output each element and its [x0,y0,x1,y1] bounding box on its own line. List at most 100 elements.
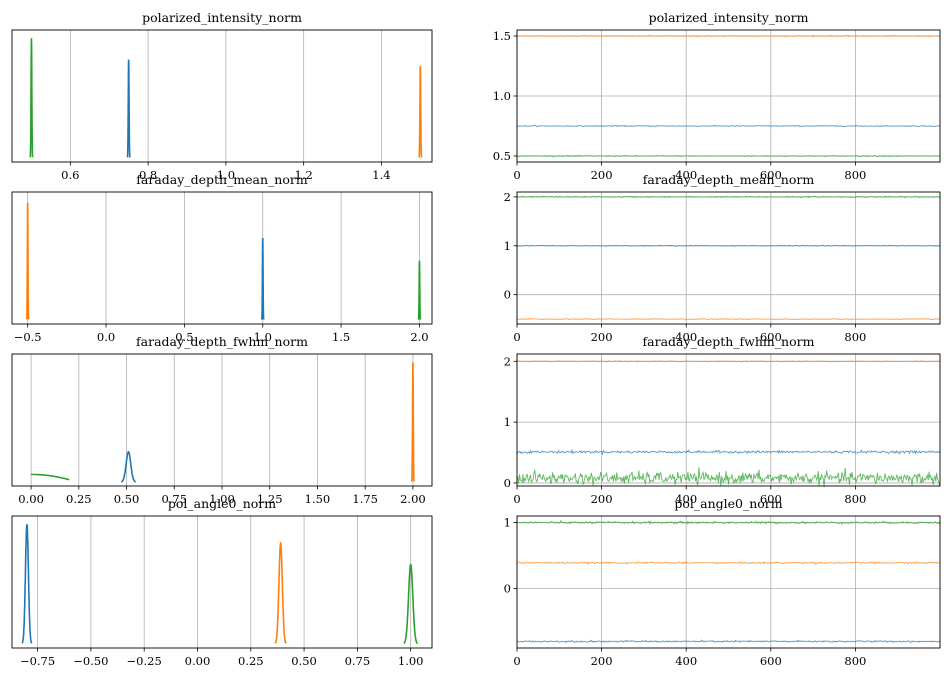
density-curve-1 [25,202,30,320]
subplot-title: polarized_intensity_norm [142,10,302,25]
x-tick-label: 0.50 [291,654,317,668]
y-tick-label: 1.0 [493,89,511,103]
subplot-3: −0.5 0.0 0.5 1.0 1.5 2.0 faraday_depth_mean_no… [11,172,433,344]
x-tick-label: 1.25 [257,492,283,506]
x-tick-label: 0.25 [66,492,92,506]
x-tick-label: 1.50 [305,492,331,506]
subplot-8: 0 200 400 600 800 0 1 pol_angle0_norm [504,496,941,668]
x-tick-label: 200 [591,654,613,668]
y-tick-label: 2 [504,354,511,368]
subplot-title: pol_angle0_norm [168,496,276,511]
trace-line-1 [516,34,940,38]
x-tick-label: 200 [591,330,613,344]
trace-line-2 [516,124,941,128]
x-tick-label: 600 [760,492,782,506]
x-tick-label: −0.5 [14,330,42,344]
y-tick-label: 0 [504,288,511,302]
x-tick-label: 2.0 [410,330,428,344]
x-tick-label: 400 [675,492,697,506]
axes-frame [516,353,941,487]
density-curve-1 [21,524,33,644]
x-tick-label: −0.50 [73,654,108,668]
x-tick-label: 0 [513,492,520,506]
trace-line-1 [516,519,941,526]
density-curve-2 [261,237,265,321]
density-curve-2 [274,541,287,644]
x-tick-label: 0.5 [175,330,193,344]
axes-frame [11,29,433,163]
x-tick-label: 0 [513,168,520,182]
x-tick-label: 800 [844,168,866,182]
density-curve-3 [403,563,419,645]
x-tick-label: 400 [675,330,697,344]
trace-line-3 [516,467,941,488]
subplot-2: 0 200 400 600 800 0.5 1.0 1.5 polarized_intensit… [493,10,941,182]
x-tick-label: 1.00 [209,492,235,506]
trace-line-2 [516,244,941,248]
density-curve-2 [126,59,131,158]
subplot-title: pol_angle0_norm [674,496,782,511]
x-tick-label: 0.00 [185,654,211,668]
x-tick-label: 1.0 [217,168,235,182]
x-tick-label: 1.75 [352,492,378,506]
trace-line-3 [517,639,941,644]
y-tick-label: 1 [504,516,511,530]
x-tick-label: 1.00 [398,654,424,668]
x-tick-label: 1.5 [332,330,350,344]
axes-frame [11,515,433,649]
x-tick-label: −0.25 [127,654,162,668]
x-tick-label: 2.00 [400,492,426,506]
x-tick-label: 0.50 [114,492,140,506]
x-tick-label: 0.6 [61,168,79,182]
x-tick-label: 0.00 [18,492,44,506]
x-tick-label: 400 [675,654,697,668]
x-tick-label: 0 [513,654,520,668]
density-curve-3 [410,362,415,482]
x-tick-label: 800 [844,330,866,344]
x-tick-label: −0.75 [20,654,55,668]
x-tick-label: 1.2 [295,168,313,182]
x-tick-label: 800 [844,492,866,506]
x-tick-label: 600 [760,168,782,182]
y-tick-label: 0.5 [493,149,511,163]
trace-line-2 [516,560,941,566]
y-tick-label: 2 [504,190,511,204]
subplot-4: 0 200 400 600 800 0 1 2 faraday_depth_mean_norm [504,172,941,344]
y-tick-label: 1.5 [493,29,511,43]
y-tick-label: 1 [504,415,511,429]
subplot-title: polarized_intensity_norm [649,10,809,25]
subplot-1: 0.6 0.8 1.0 1.2 1.4 polarized_intensity_norm [11,10,433,182]
trace-line-3 [516,154,941,158]
subplot-title: faraday_depth_mean_norm [136,172,308,187]
x-tick-label: 600 [760,330,782,344]
x-tick-label: 0.75 [161,492,187,506]
trace-line-1 [516,359,941,363]
subplot-6: 0 200 400 600 800 0 1 2 faraday_depth_fwhm_norm [504,334,941,506]
x-tick-label: 1.4 [372,168,390,182]
subplot-7: −0.75 −0.50 −0.25 0.00 0.25 0.50 0.75 1.00 pol_a… [11,496,433,668]
x-tick-label: 0.75 [345,654,371,668]
x-tick-label: 200 [591,168,613,182]
trace-line-1 [516,195,941,199]
x-tick-label: 0.8 [139,168,157,182]
axes-frame [11,353,433,487]
axes-frame [516,191,941,325]
density-curve-3 [418,65,423,158]
x-tick-label: 600 [760,654,782,668]
x-tick-label: 0 [513,330,520,344]
density-curve-1 [29,38,34,158]
x-tick-label: 1.0 [254,330,272,344]
subplot-title: faraday_depth_mean_norm [643,172,815,187]
x-tick-label: 800 [844,654,866,668]
y-tick-label: 0 [504,476,511,490]
trace-line-2 [516,448,941,456]
subplot-title: faraday_depth_fwhm_norm [643,334,815,349]
x-tick-label: 0.0 [97,330,115,344]
x-tick-label: 200 [591,492,613,506]
y-tick-label: 1 [504,239,511,253]
density-curve-2 [120,450,136,483]
trace-line-3 [517,317,941,321]
subplot-title: faraday_depth_fwhm_norm [136,334,308,349]
axes-frame [11,191,433,325]
